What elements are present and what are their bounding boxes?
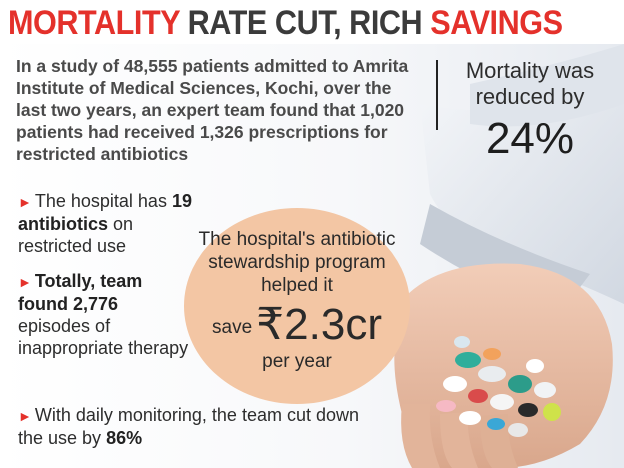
- savings-amount-row: save₹2.3cr: [184, 300, 410, 350]
- bullet-text: The hospital has: [34, 191, 172, 211]
- mortality-label: Mortality was reduced by: [465, 58, 595, 109]
- bullet-text: With daily monitoring, the team cut down…: [18, 405, 360, 448]
- bullet-bold: Totally, team found 2,776: [18, 271, 143, 314]
- divider: [436, 60, 438, 130]
- bullet-text: episodes of inappropriate therapy: [18, 316, 189, 358]
- bullet-bold: 86%: [106, 428, 143, 448]
- bullet-daily-monitoring: ► With daily monitoring, the team cut dow…: [18, 404, 378, 449]
- bullet-arrow-icon: ►: [18, 408, 32, 424]
- bullet-restricted-antibiotics: ► The hospital has 19 antibiotics on rest…: [18, 190, 208, 257]
- headline: MORTALITY RATE CUT, RICH SAVINGS: [8, 2, 563, 44]
- intro-paragraph: In a study of 48,555 patients admitted t…: [16, 56, 409, 164]
- bullet-arrow-icon: ►: [18, 274, 32, 290]
- bullet-inappropriate-therapy: ► Totally, team found 2,776 episodes of i…: [18, 270, 193, 359]
- savings-amount: ₹2.3cr: [256, 300, 382, 349]
- headline-rate-cut: RATE CUT, RICH: [179, 4, 431, 42]
- bullet-arrow-icon: ►: [18, 194, 32, 210]
- save-word: save: [212, 317, 253, 338]
- callout-text: The hospital's antibiotic stewardship pr…: [198, 229, 396, 296]
- bullet-text: on restricted use: [18, 214, 134, 256]
- mortality-value: 24%: [485, 114, 575, 163]
- headline-savings: SAVINGS: [430, 4, 563, 42]
- bullet-bold: 19 antibiotics: [18, 191, 192, 234]
- headline-mortality: MORTALITY: [8, 4, 180, 42]
- savings-circle: [184, 208, 410, 404]
- per-year-label: per year: [262, 351, 332, 372]
